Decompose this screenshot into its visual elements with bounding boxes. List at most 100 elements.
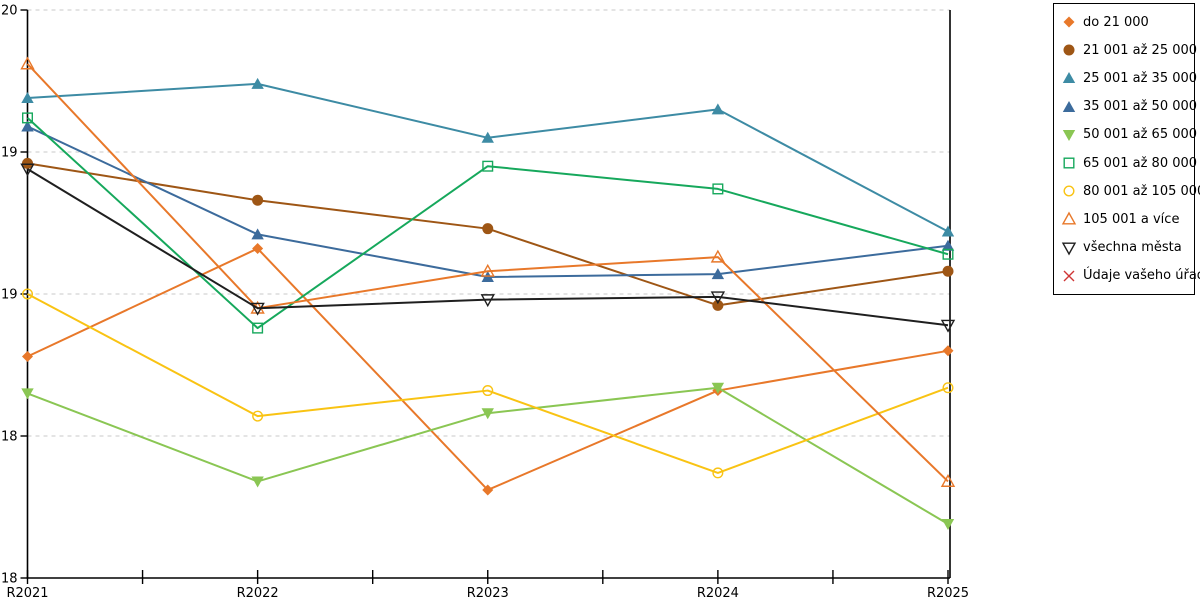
circle-open-marker-icon	[1063, 185, 1075, 197]
square-open-icon	[1063, 157, 1075, 169]
x-tick-label: R2021	[6, 586, 48, 600]
diamond-icon	[1063, 16, 1075, 28]
triangle-up-marker-icon	[711, 103, 725, 115]
legend-item-7: 80 001 až 105 000	[1061, 178, 1200, 205]
series-7	[22, 288, 954, 479]
circle-marker-icon	[942, 265, 954, 277]
legend-item-5: 50 001 až 65 000	[1061, 121, 1198, 148]
triangle-down-open-marker-icon	[20, 163, 35, 177]
legend-item-label: 50 001 až 65 000	[1083, 127, 1198, 143]
y-tick-label: 18	[1, 572, 18, 587]
legend-item-label: 65 001 až 80 000	[1083, 155, 1198, 171]
diamond-marker-icon	[942, 345, 954, 357]
legend-item-label: 80 001 až 105 000	[1083, 183, 1200, 199]
legend-item-1: do 21 000	[1061, 9, 1194, 36]
triangle-up-marker-icon	[251, 228, 264, 240]
series-3	[21, 77, 955, 237]
triangle-up-marker-icon	[1062, 72, 1076, 84]
legend-item-label: 35 001 až 50 000	[1083, 99, 1198, 115]
series-2	[22, 157, 954, 311]
x-tick-label: R2025	[927, 586, 969, 600]
square-open-marker-icon	[712, 183, 724, 195]
legend-item-label: všechna města	[1083, 240, 1182, 256]
circle-marker-icon	[712, 299, 724, 311]
y-tick-label: 19	[1, 288, 18, 303]
circle-icon	[1063, 44, 1075, 56]
series-8	[20, 56, 956, 487]
circle-open-marker-icon	[252, 410, 264, 422]
circle-marker-icon	[22, 157, 33, 169]
triangle-up-marker-icon	[21, 120, 34, 132]
triangle-down-open-marker-icon	[710, 291, 726, 305]
triangle-down-icon	[1062, 129, 1076, 141]
series-line	[27, 125, 949, 278]
triangle-up-marker-icon	[481, 131, 494, 143]
triangle-up-open-marker-icon	[1061, 211, 1077, 225]
diamond-marker-icon	[1063, 16, 1075, 28]
y-tick-label: 19	[1, 146, 18, 161]
legend-item-8: 105 001 a více	[1061, 206, 1194, 233]
series-line	[27, 386, 949, 525]
legend-item-2: 21 001 až 25 000	[1061, 37, 1198, 64]
circle-open-marker-icon	[482, 385, 494, 397]
series-9	[20, 163, 956, 333]
triangle-down-marker-icon	[481, 408, 494, 420]
triangle-up-open-icon	[1061, 211, 1077, 225]
x-tick-label: R2023	[467, 586, 509, 600]
legend-item-9: všechna města	[1061, 234, 1194, 261]
circle-open-marker-icon	[22, 288, 34, 300]
triangle-down-marker-icon	[251, 476, 264, 488]
triangle-down-marker-icon	[1062, 129, 1076, 141]
y-tick-label: 18	[1, 430, 18, 445]
series-line	[26, 63, 949, 483]
triangle-up-marker-icon	[711, 268, 725, 280]
x-tick-label: R2022	[237, 586, 279, 600]
legend-item-label: do 21 000	[1083, 14, 1149, 30]
circle-marker-icon	[252, 194, 264, 206]
legend: do 21 000 21 001 až 25 000 25 001 až 35 00…	[1053, 3, 1200, 295]
series-line	[27, 162, 949, 307]
legend-item-3: 25 001 až 35 000	[1061, 65, 1198, 92]
circle-open-icon	[1063, 185, 1075, 197]
triangle-down-open-marker-icon	[940, 319, 956, 333]
legend-item-label: 25 001 až 35 000	[1083, 70, 1198, 86]
series-6	[22, 112, 954, 334]
triangle-down-marker-icon	[711, 382, 725, 394]
series-line	[26, 168, 949, 327]
legend-item-4: 35 001 až 50 000	[1061, 93, 1198, 120]
circle-open-marker-icon	[712, 467, 724, 479]
triangle-down-marker-icon	[941, 519, 955, 531]
square-open-marker-icon	[22, 112, 34, 124]
square-open-marker-icon	[252, 322, 264, 334]
series-line	[27, 247, 949, 491]
triangle-up-icon	[1062, 72, 1076, 84]
triangle-down-open-marker-icon	[250, 302, 265, 316]
triangle-down-open-marker-icon	[480, 294, 495, 308]
triangle-up-icon	[1062, 100, 1076, 112]
legend-item-label: Údaje vašeho úřadu	[1083, 268, 1200, 284]
diamond-marker-icon	[482, 484, 494, 496]
triangle-up-open-marker-icon	[480, 263, 495, 277]
diamond-marker-icon	[22, 350, 33, 362]
triangle-up-marker-icon	[1062, 100, 1076, 112]
x-marker-icon	[1063, 270, 1075, 282]
x-icon	[1063, 270, 1075, 282]
x-tick-label: R2024	[697, 586, 739, 600]
triangle-up-open-marker-icon	[20, 56, 35, 70]
series-line	[27, 293, 949, 474]
triangle-down-open-icon	[1061, 242, 1077, 256]
triangle-up-marker-icon	[251, 77, 264, 89]
circle-open-marker-icon	[942, 382, 954, 394]
diamond-marker-icon	[252, 243, 264, 255]
series-line	[26, 117, 949, 330]
legend-item-label: 105 001 a více	[1083, 211, 1180, 227]
triangle-up-open-marker-icon	[940, 473, 956, 487]
square-open-marker-icon	[482, 160, 494, 172]
triangle-up-open-marker-icon	[710, 249, 726, 263]
triangle-up-marker-icon	[941, 239, 955, 251]
legend-item-label: 21 001 až 25 000	[1083, 42, 1198, 58]
triangle-down-marker-icon	[21, 388, 34, 400]
series-5	[21, 382, 955, 531]
